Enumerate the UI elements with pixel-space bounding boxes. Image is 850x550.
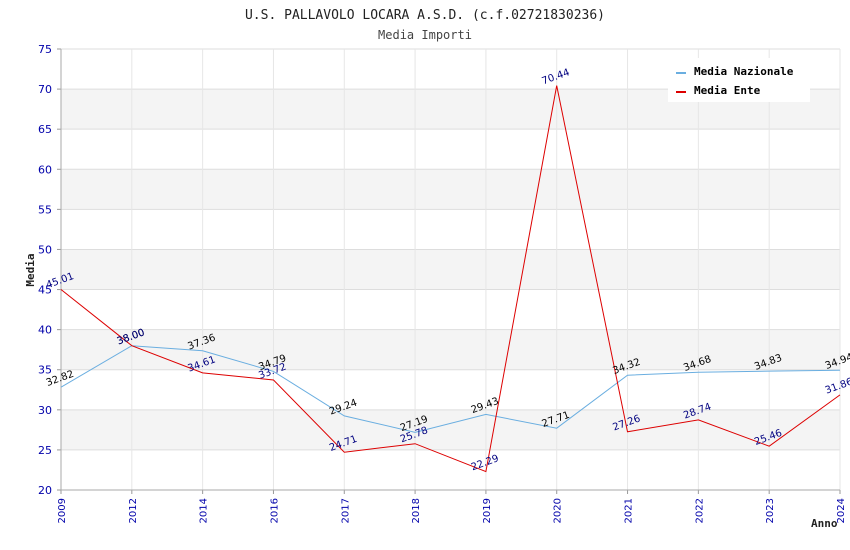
chart-title: U.S. PALLAVOLO LOCARA A.S.D. (c.f.027218…: [245, 8, 605, 23]
series-line-media-ente: [60, 85, 841, 473]
y-tick-label: 55: [38, 203, 52, 216]
x-tick-label: 2012: [128, 498, 139, 523]
x-axis-label: Anno: [811, 517, 838, 530]
y-tick-label: 20: [38, 484, 52, 497]
x-tick-label: 2024: [836, 498, 847, 523]
grid-band: [61, 409, 840, 450]
grid-lines: [60, 48, 841, 491]
x-tick-labels: 2009 2012 2014 2016 2017 2018 2019 2020 2021 2022…: [57, 498, 847, 523]
y-tick-label: 45: [38, 284, 52, 297]
legend-box: [668, 58, 810, 102]
legend-label-media-ente: Media Ente: [694, 84, 761, 97]
data-label-media-ente: 70.44: [541, 67, 572, 87]
y-tick-labels: 20 25 30 35 40 45 50 55 60 65 70 75: [38, 43, 52, 497]
x-tick-label: 2022: [694, 498, 705, 523]
y-tick-label: 60: [38, 163, 52, 176]
x-tick-label: 2018: [411, 498, 422, 523]
chart-subtitle: Media Importi: [378, 28, 472, 42]
data-label-media-ente: 31.86: [824, 376, 850, 396]
data-label-media-ente: 22.29: [470, 453, 501, 473]
x-tick-label: 2023: [765, 498, 776, 523]
x-tick-label: 2017: [340, 498, 351, 523]
y-tick-label: 30: [38, 404, 52, 417]
y-tick-label: 65: [38, 123, 52, 136]
series-line-media-nazionale: [60, 345, 841, 433]
x-tick-label: 2021: [624, 498, 635, 523]
legend-label-media-nazionale: Media Nazionale: [694, 65, 794, 78]
y-tick-label: 25: [38, 444, 52, 457]
y-tick-label: 50: [38, 243, 52, 256]
x-tick-label: 2016: [269, 498, 280, 523]
y-tick-label: 40: [38, 324, 52, 337]
grid-bands: [61, 89, 840, 450]
grid-band: [61, 169, 840, 210]
grid-band: [61, 249, 840, 290]
x-tick-label: 2020: [553, 498, 564, 523]
x-tick-label: 2019: [482, 498, 493, 523]
y-tick-label: 70: [38, 83, 52, 96]
legend: Media Nazionale Media Ente: [668, 58, 810, 102]
y-axis-label: Media: [24, 253, 37, 286]
series-lines: [60, 85, 841, 473]
y-tick-label: 75: [38, 43, 52, 56]
x-tick-label: 2014: [199, 498, 210, 523]
x-tick-label: 2009: [57, 498, 68, 523]
axes: [57, 48, 841, 494]
y-tick-label: 35: [38, 364, 52, 377]
